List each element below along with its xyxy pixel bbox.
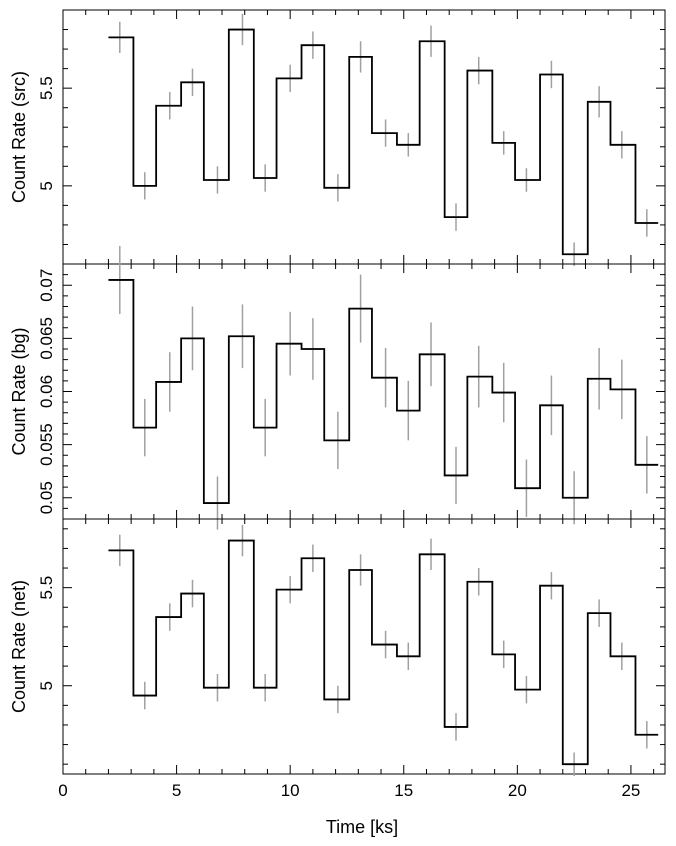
y-axis-label: Count Rate (bg) bbox=[9, 327, 29, 455]
panel-frame bbox=[62, 9, 666, 265]
y-tick-label: 5.5 bbox=[37, 576, 56, 600]
y-tick-label: 0.055 bbox=[37, 423, 56, 466]
x-tick-label: 0 bbox=[58, 781, 67, 800]
y-tick-label: 0.07 bbox=[37, 269, 56, 302]
panel-bg: 0.05 0.055 0.06 0.065 0.07 Count Rate (bg) bbox=[9, 245, 666, 530]
x-tick-label: 20 bbox=[508, 781, 527, 800]
x-tick-label: 25 bbox=[621, 781, 640, 800]
y-tick-label: 5.5 bbox=[37, 76, 56, 100]
y-tick-label: 0.065 bbox=[37, 317, 56, 360]
panel-src: 5 5.5 Count Rate (src) bbox=[9, 9, 666, 266]
y-tick-label: 5 bbox=[37, 681, 56, 690]
step-line-bg bbox=[108, 279, 659, 504]
x-tick-label: 5 bbox=[172, 781, 181, 800]
x-tick-label: 10 bbox=[281, 781, 300, 800]
step-line-net bbox=[108, 539, 659, 766]
panel-frame bbox=[62, 518, 666, 775]
y-tick-label: 5 bbox=[37, 181, 56, 190]
x-axis-label: Time [ks] bbox=[326, 817, 398, 837]
panel-net: 5 5.5 Count Rate (net) bbox=[9, 518, 666, 776]
x-tick-label: 15 bbox=[394, 781, 413, 800]
y-tick-label: 0.06 bbox=[37, 375, 56, 408]
y-axis-label: Count Rate (net) bbox=[9, 580, 29, 713]
y-tick-label: 0.05 bbox=[37, 481, 56, 514]
step-line-src bbox=[108, 28, 659, 256]
y-axis-label: Count Rate (src) bbox=[9, 71, 29, 203]
